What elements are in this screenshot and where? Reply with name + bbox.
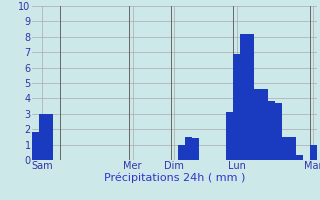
Bar	[289, 137, 296, 160]
Bar	[192, 138, 199, 160]
Bar	[268, 101, 275, 160]
Bar	[240, 34, 247, 160]
Bar	[32, 132, 39, 160]
Bar	[282, 137, 289, 160]
Bar	[234, 54, 240, 160]
Bar	[178, 145, 185, 160]
Bar	[275, 103, 282, 160]
Bar	[185, 137, 192, 160]
X-axis label: Précipitations 24h ( mm ): Précipitations 24h ( mm )	[104, 173, 245, 183]
Bar	[310, 145, 317, 160]
Bar	[39, 114, 46, 160]
Bar	[46, 114, 53, 160]
Bar	[254, 89, 261, 160]
Bar	[296, 155, 303, 160]
Bar	[227, 112, 234, 160]
Bar	[261, 89, 268, 160]
Bar	[247, 34, 254, 160]
